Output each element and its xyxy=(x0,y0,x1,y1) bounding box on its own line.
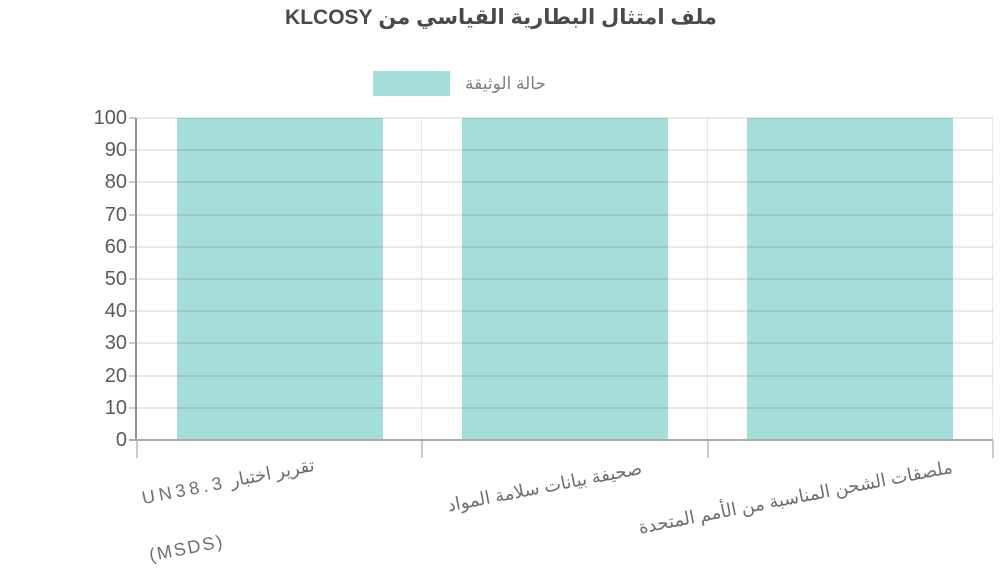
gridline-vertical xyxy=(992,118,993,440)
y-axis-tick-label: 60 xyxy=(104,235,127,258)
y-axis-tick xyxy=(129,310,136,313)
gridline-horizontal xyxy=(137,181,993,184)
bar-category-2 xyxy=(462,118,668,440)
y-axis-tick xyxy=(129,278,136,280)
x-axis-label-msds-line1: صحيفة بيانات سلامة المواد xyxy=(445,458,644,516)
y-axis-tick-label: 10 xyxy=(104,396,127,419)
plot-area xyxy=(137,117,993,440)
gridline-horizontal xyxy=(137,374,993,377)
x-axis-label-un38-test-report: تقرير اختبار UN38.3 xyxy=(140,455,316,509)
x-axis-tick xyxy=(136,441,138,458)
legend: حالة الوثيقة xyxy=(373,71,546,96)
y-axis-tick xyxy=(129,342,136,345)
x-axis-label-un-shipping-labels: ملصقات الشحن المناسبة من الأمم المتحدة xyxy=(636,457,954,538)
y-axis-tick-label: 30 xyxy=(104,332,127,355)
gridline-horizontal xyxy=(137,245,993,248)
gridline-horizontal xyxy=(137,149,993,152)
y-axis-tick xyxy=(129,213,136,216)
y-axis-tick xyxy=(129,149,136,152)
gridline-horizontal xyxy=(137,342,993,345)
y-axis-tick xyxy=(129,181,136,184)
gridline-horizontal xyxy=(137,213,993,216)
y-axis-line xyxy=(135,118,137,440)
gridline-horizontal xyxy=(137,117,993,119)
y-axis-tick xyxy=(129,406,136,409)
x-axis-tick xyxy=(421,441,424,458)
y-axis-tick xyxy=(129,245,136,248)
gridline-horizontal xyxy=(137,310,993,313)
bar-category-1 xyxy=(176,118,383,440)
x-axis-tick xyxy=(706,441,709,458)
y-axis-tick-label: 70 xyxy=(104,203,127,226)
legend-label: حالة الوثيقة xyxy=(465,73,546,93)
x-axis-label-msds-line2: (MSDS) xyxy=(147,531,226,566)
y-axis-tick-label: 90 xyxy=(104,139,127,162)
gridline-horizontal xyxy=(137,278,993,280)
y-axis-tick-label: 100 xyxy=(93,107,127,129)
gridline-vertical xyxy=(706,118,708,440)
y-axis-tick xyxy=(129,374,136,377)
y-axis-tick-label: 80 xyxy=(104,171,127,194)
legend-swatch xyxy=(373,71,450,96)
y-axis-tick-label: 40 xyxy=(104,300,127,323)
chart-title: ملف امتثال البطارية القياسي من KLCOSY xyxy=(285,6,717,29)
x-axis-line xyxy=(129,439,993,441)
y-axis-tick-label: 20 xyxy=(104,364,127,387)
y-axis-tick xyxy=(129,117,136,119)
gridline-horizontal xyxy=(137,406,993,409)
x-axis-tick xyxy=(992,441,994,458)
bar-category-3 xyxy=(747,118,954,440)
y-axis-tick-label: 50 xyxy=(104,268,127,290)
gridline-vertical xyxy=(421,118,423,440)
y-axis-tick-label: 0 xyxy=(115,429,127,451)
